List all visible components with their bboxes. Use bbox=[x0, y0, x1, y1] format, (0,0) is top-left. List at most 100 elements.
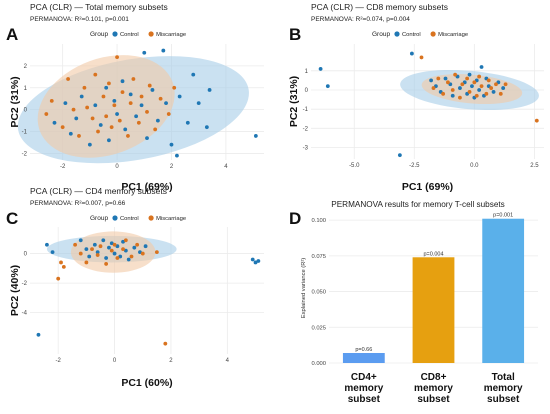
point-miscarriage bbox=[98, 244, 103, 249]
point-control bbox=[104, 85, 109, 90]
point-miscarriage bbox=[84, 260, 89, 265]
point-control bbox=[325, 84, 330, 89]
x-tick-label: CD4+ bbox=[351, 372, 377, 383]
panel-letter: B bbox=[289, 25, 301, 44]
panel-title: PCA (CLR) — CD8 memory subsets bbox=[311, 2, 448, 12]
point-control bbox=[95, 250, 100, 255]
panel-title: PERMANOVA results for memory T-cell subs… bbox=[331, 200, 505, 209]
point-miscarriage bbox=[128, 101, 133, 105]
legend-marker-control bbox=[112, 215, 118, 221]
x-tick-label: memory bbox=[484, 383, 523, 394]
x-tick-label: subset bbox=[348, 394, 381, 405]
point-control bbox=[126, 257, 131, 262]
x-tick-label: -2 bbox=[56, 358, 62, 364]
point-control bbox=[250, 257, 255, 262]
point-miscarriage bbox=[479, 84, 484, 89]
point-control bbox=[145, 136, 149, 141]
point-miscarriage bbox=[82, 85, 87, 90]
point-miscarriage bbox=[49, 99, 54, 103]
x-tick-label: 0 bbox=[115, 164, 119, 170]
point-miscarriage bbox=[419, 55, 424, 60]
point-control bbox=[118, 254, 123, 259]
point-control bbox=[87, 142, 92, 147]
x-axis-label: PC1 (69%) bbox=[121, 181, 172, 193]
point-control bbox=[161, 48, 166, 53]
point-miscarriage bbox=[73, 242, 78, 247]
bar-total bbox=[482, 218, 525, 363]
point-control bbox=[98, 123, 103, 127]
point-control bbox=[138, 250, 142, 255]
x-tick-label: -2 bbox=[60, 164, 66, 170]
point-control bbox=[143, 244, 148, 249]
point-control bbox=[93, 103, 98, 108]
y-tick-label: 0.000 bbox=[311, 361, 326, 367]
point-control bbox=[177, 94, 182, 99]
panel-b: B PCA (CLR) — CD8 memory subsets PERMANOVA… bbox=[288, 2, 544, 193]
point-control bbox=[128, 92, 133, 97]
point-control bbox=[196, 101, 201, 105]
panel-title: PCA (CLR) — CD4 memory subsets bbox=[30, 186, 167, 196]
point-miscarriage bbox=[59, 260, 63, 265]
point-miscarriage bbox=[104, 262, 109, 266]
x-tick-label: 4 bbox=[226, 358, 230, 364]
ellipse-miscarriage bbox=[70, 231, 156, 273]
point-miscarriage bbox=[158, 96, 163, 101]
point-control bbox=[467, 72, 472, 77]
panel-subtitle: PERMANOVA: R²=0.074, p=0.004 bbox=[311, 16, 410, 23]
point-control bbox=[185, 120, 190, 125]
point-miscarriage bbox=[121, 247, 125, 252]
x-tick-label: subset bbox=[417, 394, 450, 405]
point-control bbox=[101, 238, 106, 243]
point-control bbox=[107, 245, 111, 250]
point-control bbox=[139, 103, 144, 108]
x-tick-label: Total bbox=[492, 372, 515, 383]
point-miscarriage bbox=[101, 94, 106, 99]
point-miscarriage bbox=[109, 125, 114, 130]
point-control bbox=[409, 51, 414, 56]
point-control bbox=[443, 76, 448, 81]
x-tick-label: 4 bbox=[224, 164, 228, 170]
point-miscarriage bbox=[96, 129, 100, 134]
y-axis-label: PC2 (31%) bbox=[9, 76, 21, 127]
point-control bbox=[92, 242, 97, 247]
panel-subtitle: PERMANOVA: R²=0.101, p=0.001 bbox=[30, 16, 129, 23]
point-miscarriage bbox=[140, 251, 145, 256]
point-control bbox=[256, 259, 261, 263]
legend-marker-control bbox=[112, 31, 118, 37]
point-control bbox=[74, 116, 79, 121]
point-miscarriage bbox=[95, 253, 100, 257]
legend-marker-miscarriage bbox=[148, 215, 154, 221]
panel-d: D PERMANOVA results for memory T-cell sub… bbox=[289, 200, 538, 405]
point-miscarriage bbox=[472, 80, 477, 85]
point-miscarriage bbox=[498, 91, 503, 96]
legend-label-control: Control bbox=[120, 32, 139, 38]
x-tick-label: memory bbox=[344, 383, 383, 394]
point-control bbox=[115, 244, 120, 249]
point-control bbox=[164, 101, 168, 105]
y-tick-label: 0 bbox=[24, 252, 28, 258]
point-miscarriage bbox=[115, 55, 119, 60]
point-control bbox=[104, 256, 109, 260]
point-miscarriage bbox=[431, 86, 436, 90]
point-miscarriage bbox=[90, 116, 95, 121]
point-control bbox=[477, 88, 482, 92]
point-miscarriage bbox=[93, 72, 98, 77]
bar-data-label: p=0.004 bbox=[423, 251, 443, 257]
point-miscarriage bbox=[458, 95, 462, 100]
point-miscarriage bbox=[163, 341, 168, 346]
x-tick-label: -2.5 bbox=[409, 163, 420, 169]
point-miscarriage bbox=[120, 90, 125, 95]
point-control bbox=[63, 101, 68, 105]
point-control bbox=[87, 254, 92, 259]
y-tick-label: -2 bbox=[22, 151, 28, 157]
y-tick-label: -1 bbox=[22, 130, 28, 136]
point-miscarriage bbox=[474, 93, 479, 98]
x-tick-label: 2 bbox=[170, 164, 174, 170]
point-control bbox=[318, 67, 323, 71]
point-control bbox=[45, 242, 49, 247]
y-tick-label: -4 bbox=[22, 311, 28, 317]
point-control bbox=[150, 88, 155, 92]
point-control bbox=[50, 250, 55, 255]
point-control bbox=[470, 84, 474, 89]
point-miscarriage bbox=[453, 72, 458, 77]
